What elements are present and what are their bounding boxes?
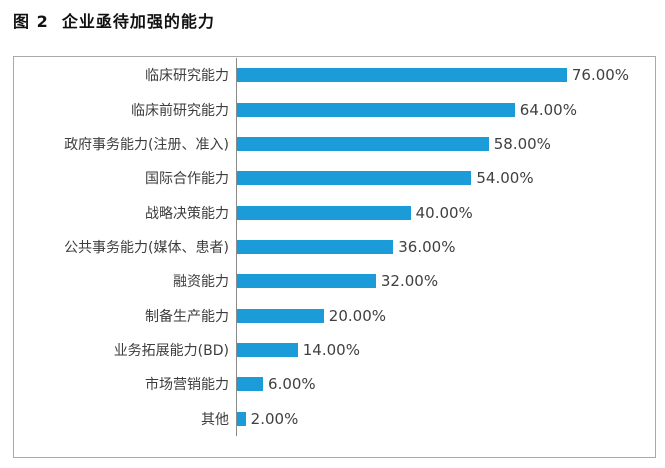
value-label: 40.00% xyxy=(415,203,473,222)
bar xyxy=(237,68,567,83)
category-label: 业务拓展能力(BD) xyxy=(113,343,229,360)
plot-area: 临床研究能力 76.00% 临床前研究能力 64.00% 政府事务能力(注册、准… xyxy=(14,58,645,436)
bar-row: 业务拓展能力(BD) 14.00% xyxy=(14,332,645,368)
category-label: 临床前研究能力 xyxy=(131,102,229,119)
bar-row: 市场营销能力 6.00% xyxy=(14,367,645,402)
category-label: 市场营销能力 xyxy=(145,377,229,394)
bar-row: 融资能力 32.00% xyxy=(14,264,645,299)
bar-row: 其他 2.00% xyxy=(14,401,645,436)
bar xyxy=(237,343,298,358)
value-label: 2.00% xyxy=(250,409,299,428)
category-label: 临床研究能力 xyxy=(145,68,229,85)
category-label: 国际合作能力 xyxy=(145,171,229,188)
bar xyxy=(237,274,376,289)
value-label: 54.00% xyxy=(476,169,534,188)
bar-track: 76.00% xyxy=(236,58,645,93)
bar xyxy=(237,239,394,254)
bar-track: 64.00% xyxy=(236,92,645,127)
bar-track: 36.00% xyxy=(236,229,645,265)
bar-row: 制备生产能力 20.00% xyxy=(14,298,645,333)
chart-frame: 临床研究能力 76.00% 临床前研究能力 64.00% 政府事务能力(注册、准… xyxy=(13,56,656,458)
category-label: 政府事务能力(注册、准入) xyxy=(64,136,229,153)
bar xyxy=(237,205,411,220)
category-label: 公共事务能力(媒体、患者) xyxy=(64,239,229,256)
value-label: 14.00% xyxy=(302,341,360,360)
bar-track: 40.00% xyxy=(236,195,645,230)
category-label: 融资能力 xyxy=(173,274,229,291)
category-label: 其他 xyxy=(201,411,229,428)
value-label: 20.00% xyxy=(328,306,386,325)
bar xyxy=(237,411,246,426)
value-label: 6.00% xyxy=(268,375,316,394)
bar-row: 临床研究能力 76.00% xyxy=(14,58,645,93)
figure-title: 图 2 企业亟待加强的能力 xyxy=(13,12,215,31)
bar-track: 14.00% xyxy=(236,332,645,368)
bar-track: 32.00% xyxy=(236,264,645,299)
value-label: 64.00% xyxy=(519,100,577,119)
value-label: 58.00% xyxy=(493,134,551,153)
value-label: 32.00% xyxy=(380,272,439,291)
category-label: 战略决策能力 xyxy=(145,205,229,222)
bar xyxy=(237,136,489,151)
category-label: 制备生产能力 xyxy=(145,308,229,325)
value-label: 36.00% xyxy=(398,237,456,256)
bar-track: 54.00% xyxy=(236,161,645,196)
bar-track: 58.00% xyxy=(236,126,645,162)
bar-row: 临床前研究能力 64.00% xyxy=(14,92,645,127)
bar xyxy=(237,171,472,186)
bar-row: 政府事务能力(注册、准入) 58.00% xyxy=(14,126,645,162)
bar-row: 公共事务能力(媒体、患者) 36.00% xyxy=(14,229,645,265)
value-label: 76.00% xyxy=(571,66,630,85)
bar xyxy=(237,377,264,392)
bar-track: 2.00% xyxy=(236,401,645,436)
bar-track: 6.00% xyxy=(236,367,645,402)
bar-row: 国际合作能力 54.00% xyxy=(14,161,645,196)
bar-track: 20.00% xyxy=(236,298,645,333)
bar xyxy=(237,102,515,117)
bar-row: 战略决策能力 40.00% xyxy=(14,195,645,230)
bar xyxy=(237,308,324,323)
